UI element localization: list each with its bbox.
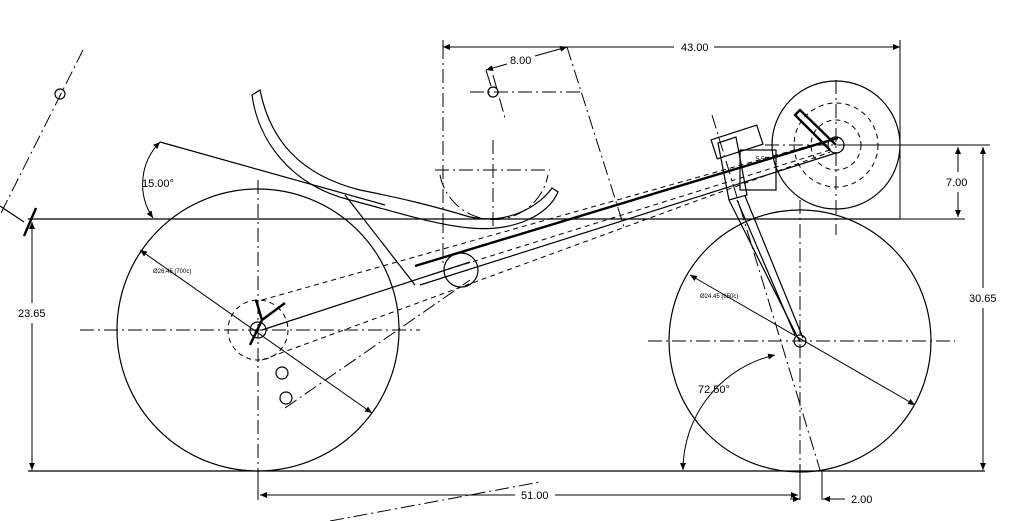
dim-boom-height-label: 7.00 (946, 177, 967, 189)
rear-wheel-diameter-label: Ø26.45 (700c) (153, 269, 191, 275)
dim-rear-height-label: 23.65 (18, 308, 46, 320)
dim-top-width-label: 43.00 (681, 42, 709, 54)
dim-seat-offset-label: 8.00 (510, 55, 531, 67)
seat-angle-construction (0, 49, 471, 409)
crank-chainring (765, 80, 905, 235)
dim-seat-offset (485, 46, 568, 87)
dim-boom-height (900, 147, 965, 220)
dim-top-width (442, 40, 901, 219)
seat (251, 89, 559, 286)
dim-front-height-label: 30.65 (969, 293, 997, 305)
rear-wheel (80, 180, 420, 478)
head-tube-fork (710, 114, 821, 471)
dim-wheelbase-label: 51.00 (521, 490, 549, 502)
seat-construction (435, 45, 626, 265)
frame-boom (261, 136, 839, 361)
dim-wheelbase (257, 471, 823, 521)
dim-small-label: 5.50 (756, 157, 768, 163)
head-angle-label: 72.50° (698, 384, 730, 396)
head-angle-arc (680, 353, 776, 471)
dim-front-height (838, 144, 990, 470)
front-wheel-diameter-label: Ø24.45 (650c) (700, 294, 738, 300)
seat-angle-label: 15.00° (142, 178, 174, 190)
dim-trail-label: 2.00 (851, 494, 872, 506)
front-wheel (648, 200, 955, 475)
